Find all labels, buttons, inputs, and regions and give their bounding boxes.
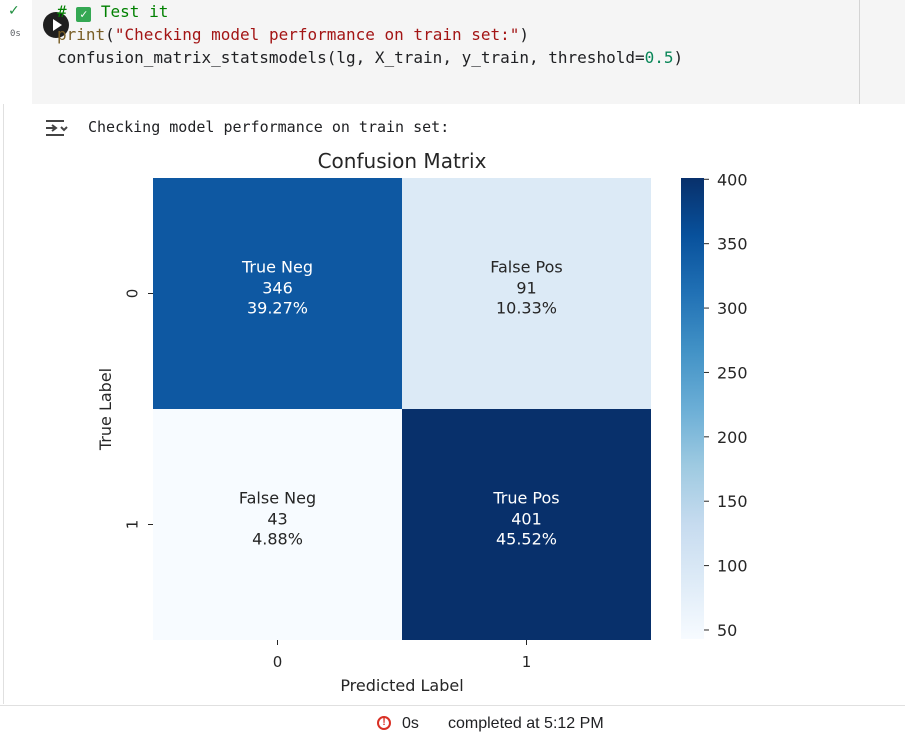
code-cell-margin — [860, 0, 905, 104]
colorbar — [681, 178, 704, 639]
colorbar-tick-label: 100 — [717, 557, 748, 576]
colorbar-tick-label: 250 — [717, 363, 748, 382]
colorbar-tick-label: 400 — [717, 170, 748, 189]
colorbar-tick-label: 50 — [717, 621, 737, 640]
colorbar-tick-label: 150 — [717, 492, 748, 511]
cell-count: 43 — [267, 510, 287, 529]
status-bar: ! 0s completed at 5:12 PM — [0, 705, 905, 738]
code-comment-hash: # — [57, 2, 77, 21]
colorbar-tick-label: 350 — [717, 235, 748, 254]
checkmark-icon: ✓ — [8, 2, 20, 18]
output-border — [3, 104, 4, 704]
cell-count: 91 — [516, 279, 536, 298]
code-paren: ) — [519, 25, 530, 44]
cell-label: False Pos — [490, 258, 562, 277]
x-tick-label: 0 — [273, 653, 283, 671]
x-axis-label: Predicted Label — [340, 676, 463, 695]
status-duration: 0s — [402, 715, 419, 732]
code-comment-title: Test it — [100, 2, 169, 21]
play-icon — [53, 19, 62, 31]
cell-percent: 39.27% — [247, 299, 308, 318]
code-editor[interactable]: # ✓ Test it print("Checking model perfor… — [57, 0, 683, 69]
cell-percent: 10.33% — [496, 299, 557, 318]
cell-percent: 4.88% — [252, 530, 303, 549]
code-paren: ) — [673, 48, 684, 67]
cell-label: False Neg — [239, 489, 316, 508]
cell-gutter: ✓ 0s — [0, 0, 32, 705]
run-cell-button[interactable] — [43, 12, 69, 38]
output-toggle-icon[interactable] — [44, 118, 70, 138]
code-paren: ( — [105, 25, 115, 44]
heatmap-cell — [402, 409, 651, 640]
y-axis-label: True Label — [96, 368, 115, 451]
execution-time: 0s — [10, 29, 21, 39]
y-tick-label: 1 — [124, 520, 142, 530]
heatmap-cell — [153, 409, 402, 640]
cell-count: 346 — [262, 279, 293, 298]
output-text: Checking model performance on train set: — [88, 118, 450, 136]
code-number: 0.5 — [644, 48, 674, 67]
status-completed: completed at 5:12 PM — [448, 715, 604, 732]
colorbar-tick-label: 300 — [717, 299, 748, 318]
x-tick-label: 1 — [522, 653, 532, 671]
heatmap-cell — [153, 178, 402, 409]
cell-label: True Neg — [241, 258, 313, 277]
y-tick-label: 0 — [124, 289, 142, 299]
heatmap-cell — [402, 178, 651, 409]
chart-title: Confusion Matrix — [318, 149, 487, 173]
cell-percent: 45.52% — [496, 530, 557, 549]
colorbar-tick-label: 200 — [717, 428, 748, 447]
cell-count: 401 — [511, 510, 542, 529]
check-box-icon: ✓ — [76, 7, 92, 22]
code-args: (lg, X_train, y_train, threshold= — [326, 48, 645, 67]
code-cell[interactable] — [32, 0, 860, 104]
code-call-fn: confusion_matrix_statsmodels — [57, 48, 327, 67]
cell-label: True Pos — [492, 489, 559, 508]
code-print-fn: print — [57, 25, 106, 44]
code-string: "Checking model performance on train set… — [114, 25, 520, 44]
error-circle-icon[interactable]: ! — [377, 716, 391, 730]
